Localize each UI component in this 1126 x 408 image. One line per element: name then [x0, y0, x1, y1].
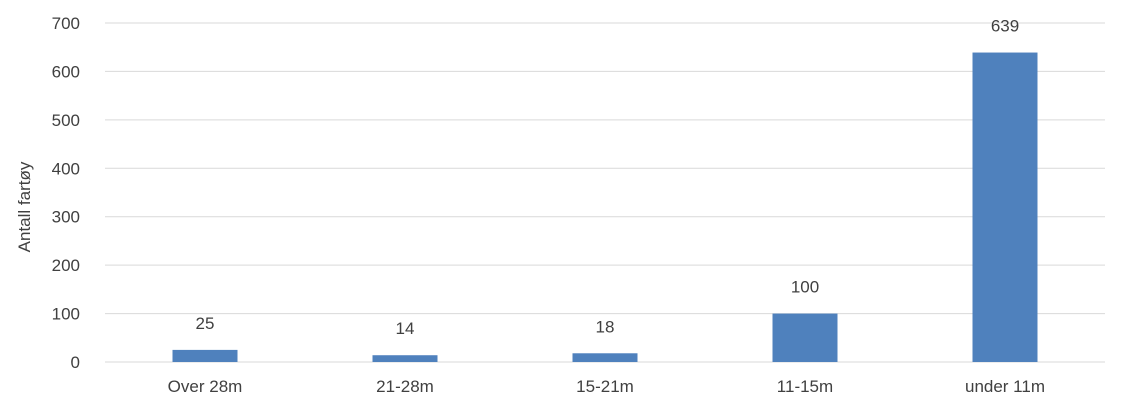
y-tick-label: 300	[52, 208, 80, 227]
data-label: 14	[396, 319, 415, 338]
bar	[772, 313, 838, 362]
data-label: 25	[196, 314, 215, 333]
x-tick-label: 11-15m	[777, 377, 833, 396]
gridlines	[105, 22, 1105, 363]
y-axis-ticks: 0 100 200 300 400 500 600 700	[52, 14, 80, 372]
data-label: 639	[991, 17, 1019, 36]
y-tick-label: 600	[52, 62, 80, 81]
y-tick-label: 0	[71, 353, 80, 372]
data-label: 18	[596, 317, 615, 336]
bar	[172, 349, 238, 362]
y-tick-label: 100	[52, 305, 80, 324]
x-tick-label: 15-21m	[576, 377, 634, 396]
x-tick-label: 21-28m	[376, 377, 434, 396]
y-tick-label: 400	[52, 159, 80, 178]
bar	[372, 355, 438, 362]
y-tick-label: 700	[52, 14, 80, 33]
y-tick-label: 500	[52, 111, 80, 130]
x-axis-ticks: Over 28m 21-28m 15-21m 11-15m under 11m	[168, 377, 1045, 396]
data-labels: 25 14 18 100 639	[196, 17, 1020, 339]
bar	[972, 52, 1038, 362]
bars	[172, 52, 1038, 362]
y-axis-title: Antall fartøy	[15, 161, 34, 252]
data-label: 100	[791, 278, 819, 297]
bar	[572, 353, 638, 362]
y-tick-label: 200	[52, 256, 80, 275]
x-tick-label: under 11m	[965, 377, 1045, 396]
x-tick-label: Over 28m	[168, 377, 243, 396]
